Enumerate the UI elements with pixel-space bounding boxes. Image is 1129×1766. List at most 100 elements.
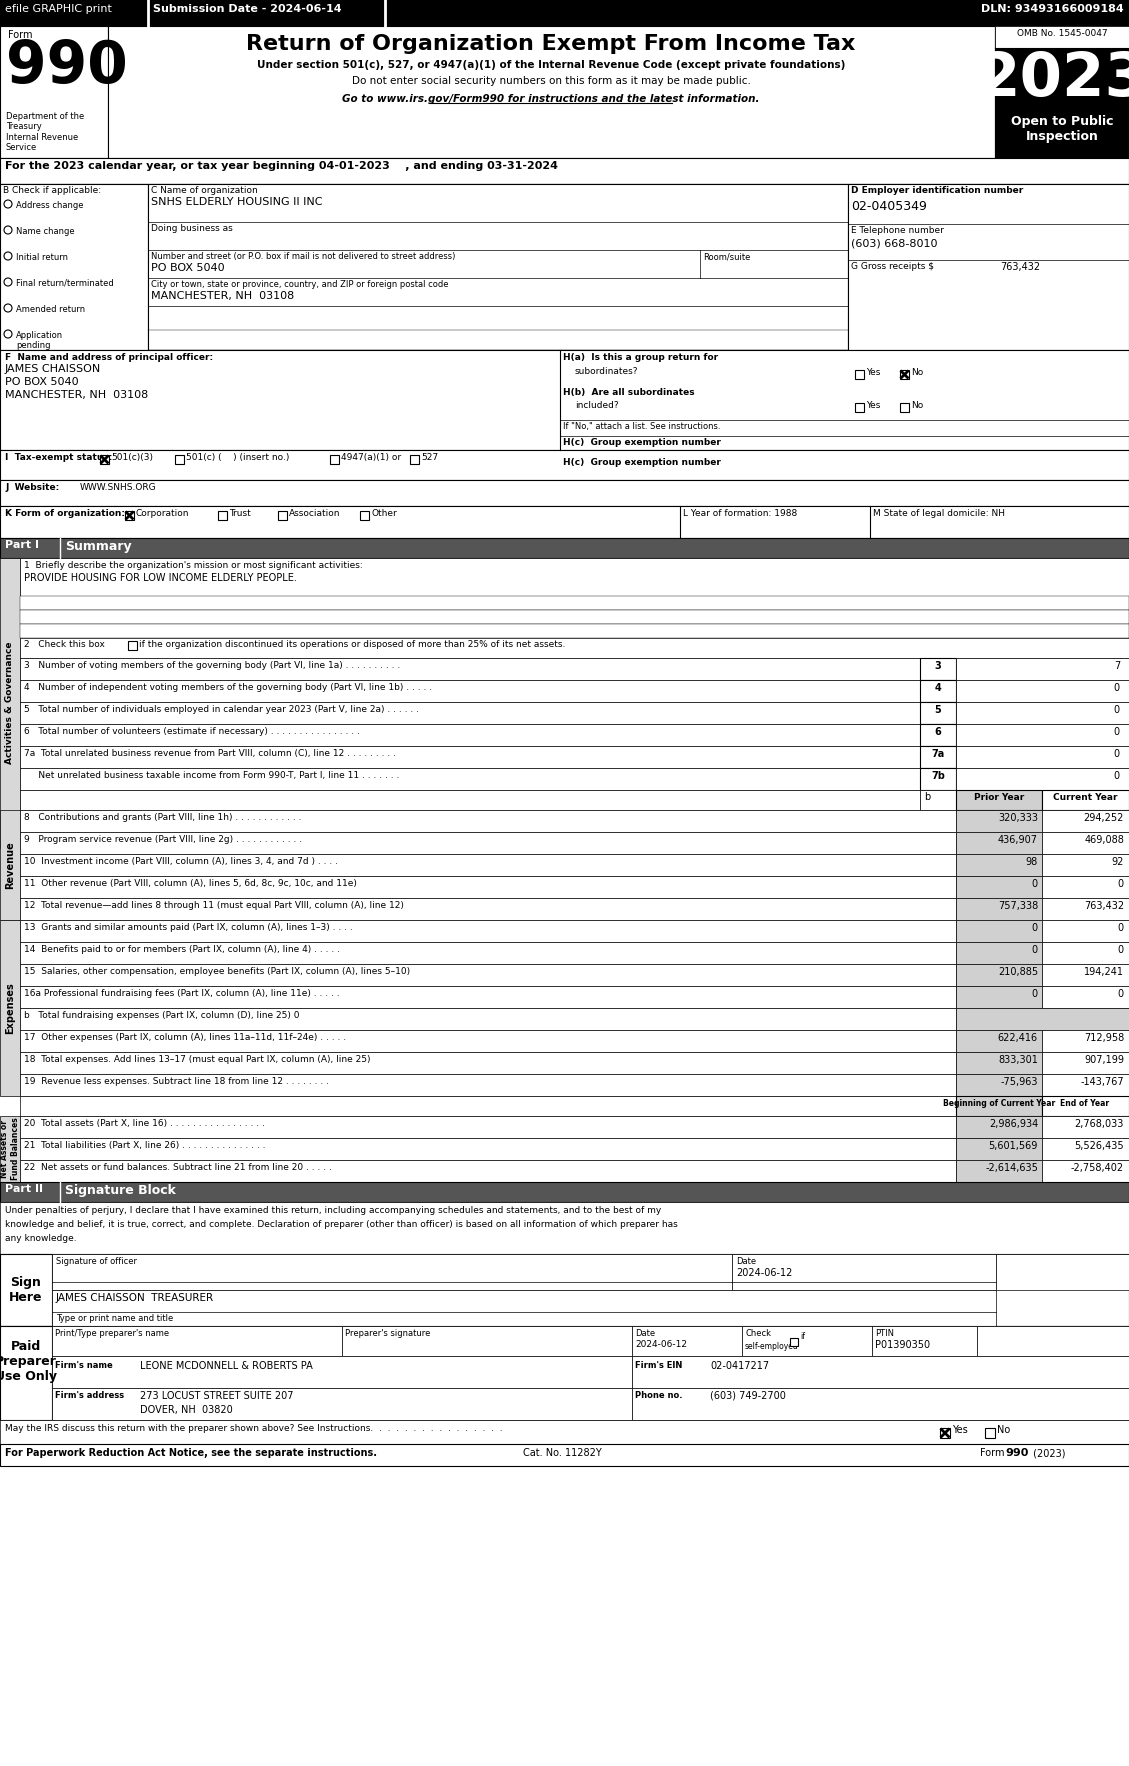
Bar [0,811,20,920]
Text: H(c)  Group exemption number: H(c) Group exemption number [563,457,721,466]
Text: PROVIDE HOUSING FOR LOW INCOME ELDERLY PEOPLE.: PROVIDE HOUSING FOR LOW INCOME ELDERLY P… [24,572,297,583]
Text: 19  Revenue less expenses. Subtract line 18 from line 12 . . . . . . . .: 19 Revenue less expenses. Subtract line … [24,1077,329,1086]
Bar [330,456,339,464]
Ellipse shape [5,277,12,286]
Bar [1042,985,1129,1008]
Bar [20,985,956,1008]
Text: Paid
Preparer
Use Only: Paid Preparer Use Only [0,1340,56,1383]
Bar [20,724,920,745]
Text: 0: 0 [1032,924,1038,932]
Bar [956,659,1129,680]
Bar [956,789,1042,811]
Bar [1042,855,1129,876]
Text: End of Year: End of Year [1060,1098,1110,1107]
Text: 0: 0 [1118,924,1124,932]
Bar [956,964,1042,985]
Bar [342,1326,632,1356]
Bar [1042,964,1129,985]
Bar [100,456,110,464]
Ellipse shape [5,330,12,337]
Bar [996,1254,1129,1289]
Bar [956,855,1042,876]
Bar [956,1137,1042,1160]
Text: L Year of formation: 1988: L Year of formation: 1988 [683,509,797,517]
Text: 5,601,569: 5,601,569 [989,1141,1038,1151]
Text: Preparer's signature: Preparer's signature [345,1330,430,1339]
Text: (603) 749-2700: (603) 749-2700 [710,1392,786,1400]
Text: 501(c)(3): 501(c)(3) [111,454,154,463]
Bar [920,703,956,724]
Text: LEONE MCDONNELL & ROBERTS PA: LEONE MCDONNELL & ROBERTS PA [140,1362,313,1370]
Text: if: if [800,1332,805,1340]
Text: Date: Date [634,1330,655,1339]
Bar [956,897,1042,920]
Ellipse shape [5,253,12,260]
Text: Print/Type preparer's name: Print/Type preparer's name [55,1330,169,1339]
Text: No: No [997,1425,1010,1436]
Bar [956,703,1129,724]
Text: 16a Professional fundraising fees (Part IX, column (A), line 11e) . . . . .: 16a Professional fundraising fees (Part … [24,989,340,998]
Text: SNHS ELDERLY HOUSING II INC: SNHS ELDERLY HOUSING II INC [151,198,323,207]
Text: 2   Check this box: 2 Check this box [24,639,105,648]
Text: any knowledge.: any knowledge. [5,1234,77,1243]
Bar [995,26,1129,48]
Bar [956,724,1129,745]
Text: -2,614,635: -2,614,635 [986,1164,1038,1173]
Text: Prior Year: Prior Year [974,793,1024,802]
Bar [956,985,1042,1008]
Text: Department of the
Treasury
Internal Revenue
Service: Department of the Treasury Internal Reve… [6,111,85,152]
Text: Beginning of Current Year: Beginning of Current Year [943,1098,1056,1107]
Text: 0: 0 [1114,705,1120,715]
Text: 7b: 7b [931,772,945,781]
Text: 527: 527 [421,454,438,463]
Text: 194,241: 194,241 [1084,968,1124,977]
Text: 622,416: 622,416 [998,1033,1038,1044]
Text: D Employer identification number: D Employer identification number [851,185,1023,194]
Text: Form: Form [8,30,33,41]
Bar [0,539,1129,558]
Bar [956,832,1042,855]
Bar [0,1116,20,1181]
Bar [20,964,956,985]
Text: Submission Date - 2024-06-14: Submission Date - 2024-06-14 [154,4,342,14]
Text: F  Name and address of principal officer:: F Name and address of principal officer: [5,353,213,362]
Text: 92: 92 [1112,857,1124,867]
Text: Do not enter social security numbers on this form as it may be made public.: Do not enter social security numbers on … [351,76,751,87]
Bar [218,510,227,519]
Bar [1042,941,1129,964]
Bar [995,111,1129,157]
Text: JAMES CHAISSON  TREASURER: JAMES CHAISSON TREASURER [56,1293,215,1303]
Bar [0,480,1129,507]
Text: 7: 7 [1113,660,1120,671]
Bar [0,184,1129,350]
Text: 5,526,435: 5,526,435 [1075,1141,1124,1151]
Text: PO BOX 5040: PO BOX 5040 [5,376,79,387]
Bar [20,941,956,964]
Text: Open to Public
Inspection: Open to Public Inspection [1010,115,1113,143]
Bar [125,510,134,519]
Bar [0,1254,1129,1326]
Bar [956,1008,1129,1030]
Bar [1042,811,1129,832]
Text: 2023: 2023 [977,49,1129,109]
Bar [1042,789,1129,811]
Bar [0,1326,1129,1420]
Text: Name change: Name change [16,228,75,237]
Bar [848,184,1129,350]
Text: b: b [924,791,930,802]
Bar [20,558,1129,595]
Text: Expenses: Expenses [5,982,15,1033]
Bar [940,1429,949,1438]
Bar [0,184,148,350]
Text: knowledge and belief, it is true, correct, and complete. Declaration of preparer: knowledge and belief, it is true, correc… [5,1220,677,1229]
Text: Cat. No. 11282Y: Cat. No. 11282Y [523,1448,602,1459]
Text: 0: 0 [1114,728,1120,736]
Bar [956,1074,1042,1097]
Bar [995,48,1129,111]
Text: Trust: Trust [229,509,251,517]
Text: P01390350: P01390350 [875,1340,930,1349]
Text: Date: Date [736,1257,756,1266]
Text: Return of Organization Exempt From Income Tax: Return of Organization Exempt From Incom… [246,34,856,55]
Bar [278,510,287,519]
Bar [956,1116,1042,1137]
